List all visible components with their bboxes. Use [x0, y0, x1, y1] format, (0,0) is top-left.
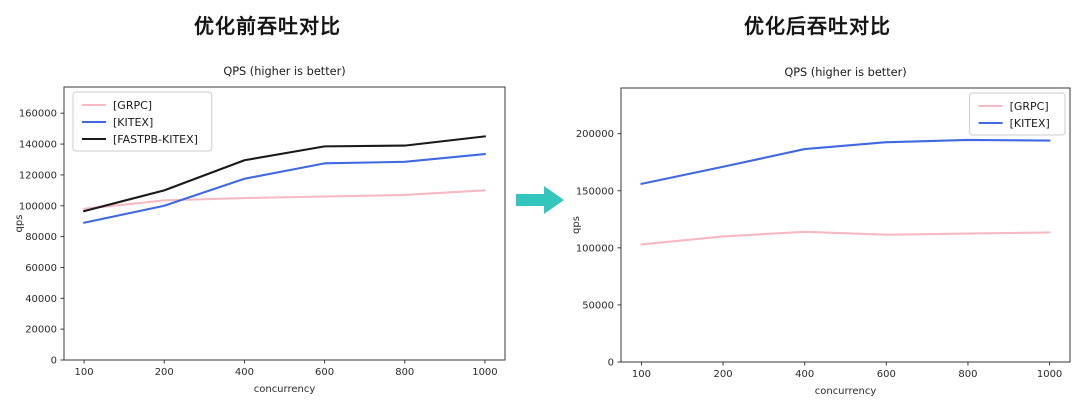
y-tick-label: 100000	[19, 201, 57, 212]
legend-label: [KITEX]	[113, 116, 153, 129]
series-line-grpc	[83, 189, 486, 210]
x-axis-label: concurrency	[815, 386, 877, 397]
legend-label: [FASTPB-KITEX]	[113, 133, 198, 146]
figure-heading-before: 优化前吞吐对比	[194, 14, 341, 38]
legend-label: [GRPC]	[1010, 100, 1049, 113]
y-tick-label: 140000	[19, 140, 57, 151]
y-axis-label: qps	[14, 215, 25, 233]
x-tick-label: 600	[315, 367, 334, 378]
figure-before-optimization: 优化前吞吐对比 QPS (higher is better) 0 20000 4000…	[10, 0, 525, 407]
chart-after-optimization: QPS (higher is better) 0 50000 100000 150000…	[571, 66, 1071, 397]
y-tick-label: 50000	[582, 300, 614, 311]
x-tick-label: 800	[395, 367, 414, 378]
legend-box	[72, 91, 213, 152]
right-arrow-shape	[516, 186, 564, 214]
y-tick-label: 150000	[576, 186, 614, 197]
y-tick-label: 20000	[25, 325, 57, 336]
y-tick-label: 0	[51, 356, 57, 367]
figure-heading-after: 优化后吞吐对比	[744, 14, 891, 38]
y-tick-label: 100000	[576, 243, 614, 254]
series-line-kitex	[83, 153, 486, 224]
legend-box	[969, 92, 1066, 136]
legend-label: [GRPC]	[113, 99, 152, 112]
x-tick-label: 200	[714, 369, 733, 380]
series-line-grpc	[640, 230, 1051, 246]
plot-frame	[63, 86, 506, 361]
series-line-kitex	[640, 138, 1051, 185]
y-axis-label: qps	[571, 216, 582, 234]
y-tick-label: 0	[608, 358, 614, 369]
figure-after-optimization: 优化后吞吐对比 QPS (higher is better) 0 50000 1000…	[555, 0, 1080, 407]
y-tick-label: 160000	[19, 109, 57, 120]
y-tick-label: 120000	[19, 170, 57, 181]
y-tick-label: 40000	[25, 294, 57, 305]
x-tick-label: 600	[877, 369, 896, 380]
x-tick-label: 800	[958, 369, 977, 380]
y-tick-label: 80000	[25, 232, 57, 243]
y-tick-label: 60000	[25, 263, 57, 274]
x-tick-label: 1000	[472, 367, 497, 378]
chart-title: QPS (higher is better)	[223, 65, 345, 78]
x-tick-label: 400	[235, 367, 254, 378]
plot-frame	[620, 87, 1071, 363]
chart-title: QPS (higher is better)	[784, 66, 906, 79]
x-tick-label: 100	[632, 369, 651, 380]
x-axis-label: concurrency	[254, 384, 316, 395]
x-tick-label: 1000	[1037, 369, 1062, 380]
legend-label: [KITEX]	[1010, 117, 1050, 130]
transition-arrow-icon	[516, 186, 564, 214]
chart-before-optimization: QPS (higher is better) 0 20000 40000 60000 80…	[14, 65, 506, 395]
x-tick-label: 200	[155, 367, 174, 378]
x-tick-label: 400	[795, 369, 814, 380]
series-line-fastpb-kitex	[83, 135, 486, 213]
x-tick-label: 100	[75, 367, 94, 378]
y-tick-label: 200000	[576, 129, 614, 140]
